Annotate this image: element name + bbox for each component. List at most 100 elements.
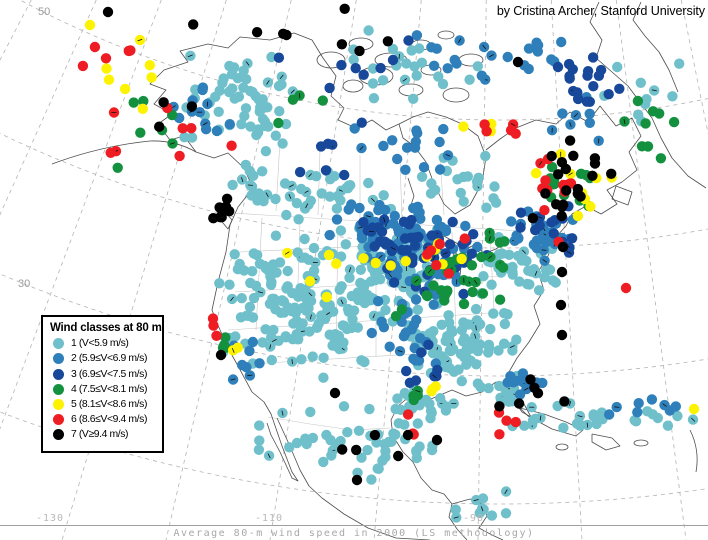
station-dot <box>339 3 350 14</box>
station-dot <box>393 418 404 429</box>
station-dot <box>542 263 554 275</box>
station-dot <box>485 323 496 335</box>
station-dot <box>566 233 578 244</box>
station-dot <box>458 298 470 310</box>
station-dot <box>355 264 366 275</box>
station-dot <box>563 58 575 70</box>
station-mark <box>353 448 359 452</box>
meridian--90 <box>477 0 487 540</box>
station-dot <box>348 54 359 65</box>
station-dot <box>564 71 575 82</box>
station-dot <box>635 77 646 89</box>
station-dot <box>513 233 524 244</box>
station-dot <box>527 415 539 426</box>
meridian--70 <box>615 0 687 540</box>
station-mark <box>372 313 376 319</box>
station-dot <box>336 59 347 71</box>
station-dot <box>517 368 529 379</box>
station-dot <box>241 74 252 85</box>
station-dot <box>591 418 602 430</box>
station-dot <box>411 446 422 458</box>
station-dot <box>324 82 335 94</box>
station-dot <box>260 324 271 335</box>
station-dot <box>410 232 421 243</box>
station-dot <box>483 347 494 358</box>
station-dot <box>481 202 492 213</box>
station-dot <box>431 214 443 226</box>
station-dot <box>331 203 343 214</box>
station-mark <box>517 401 521 406</box>
legend-item-label: 1 (V<5.9 m/s) <box>71 338 129 350</box>
station-dot <box>226 140 237 151</box>
station-mark <box>521 249 526 254</box>
station-dot <box>428 299 439 310</box>
station-dot <box>300 433 311 444</box>
station-dot <box>288 318 299 329</box>
station-dot <box>477 288 489 299</box>
station-mark <box>473 499 479 502</box>
station-dot <box>674 58 685 69</box>
station-dot <box>478 271 489 282</box>
station-dot <box>352 322 363 333</box>
station-mark <box>219 216 225 219</box>
station-dot <box>248 170 259 181</box>
station-dot <box>425 188 437 199</box>
station-dot <box>435 393 446 404</box>
station-dot <box>282 281 293 292</box>
station-dot <box>350 62 361 74</box>
station-dot <box>529 382 540 393</box>
station-dot <box>632 407 643 418</box>
station-dot <box>461 352 472 363</box>
station-dot <box>324 191 336 202</box>
station-dot <box>370 257 381 269</box>
station-dot <box>336 39 348 50</box>
graticule-label-30: 30 <box>18 278 31 290</box>
station-dot <box>321 291 332 303</box>
station-dot <box>379 204 391 216</box>
station-dot <box>556 329 568 341</box>
station-dot <box>358 69 369 81</box>
station-dot <box>460 220 471 232</box>
station-dot <box>581 96 593 107</box>
station-dot <box>466 248 477 259</box>
station-dot <box>584 117 595 128</box>
station-dot <box>440 225 452 237</box>
station-dot <box>440 405 452 416</box>
station-dot <box>480 150 491 162</box>
station-dot <box>186 101 198 112</box>
station-mark <box>662 403 667 407</box>
station-dot <box>299 233 310 245</box>
station-dot <box>252 249 263 261</box>
station-dot <box>668 116 680 128</box>
station-dot <box>305 406 316 418</box>
station-dot <box>410 355 421 366</box>
station-mark <box>397 350 403 353</box>
station-dot <box>296 354 307 365</box>
station-dot <box>250 280 262 291</box>
station-dot <box>311 171 322 182</box>
station-dot <box>458 288 469 300</box>
station-dot <box>458 121 469 132</box>
legend-box: Wind classes at 80 m 1 (V<5.9 m/s) 2 (5.9… <box>41 315 164 453</box>
station-mark <box>414 278 419 283</box>
station-dot <box>476 70 487 81</box>
station-dot <box>572 87 583 98</box>
station-dot <box>443 268 454 279</box>
station-dot <box>364 403 375 415</box>
station-dot <box>342 427 353 438</box>
station-dot <box>138 95 149 107</box>
station-dot <box>557 108 568 119</box>
legend-swatch-class-6 <box>53 414 64 426</box>
station-dot <box>425 245 437 256</box>
legend-item-label: 2 (5.9≤V<6.9 m/s) <box>71 353 148 365</box>
legend-swatch-class-1 <box>53 338 64 350</box>
parallel-50 <box>19 0 708 121</box>
station-mark <box>623 118 626 124</box>
graticule-label--110: -110 <box>255 513 284 524</box>
station-dot <box>508 377 519 388</box>
station-dot <box>442 63 453 74</box>
station-dot <box>341 182 352 194</box>
station-dot <box>304 276 316 287</box>
station-dot <box>614 83 625 95</box>
station-dot <box>363 25 374 36</box>
